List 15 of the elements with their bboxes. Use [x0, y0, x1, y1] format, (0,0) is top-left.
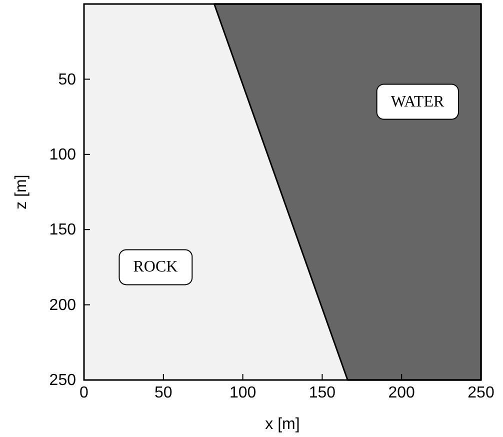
y-tick-label: 150 — [49, 222, 76, 239]
annotation: WATER — [390, 93, 444, 110]
annotation: ROCK — [133, 258, 178, 276]
y-axis-title: z [m] — [13, 174, 30, 210]
x-tick-label: 200 — [388, 384, 416, 402]
x-tick-label: 50 — [154, 384, 172, 402]
x-tick-label: 250 — [468, 384, 494, 402]
x-tick-label: 0 — [80, 384, 89, 402]
y-tick-label: 200 — [49, 296, 76, 314]
x-axis-title: x [m] — [265, 416, 300, 433]
x-tick-label: 100 — [229, 384, 256, 402]
y-tick-label: 100 — [49, 146, 76, 164]
x-tick-label: 150 — [308, 384, 336, 402]
y-tick-label: 250 — [49, 372, 76, 390]
y-tick-label: 50 — [58, 71, 76, 88]
